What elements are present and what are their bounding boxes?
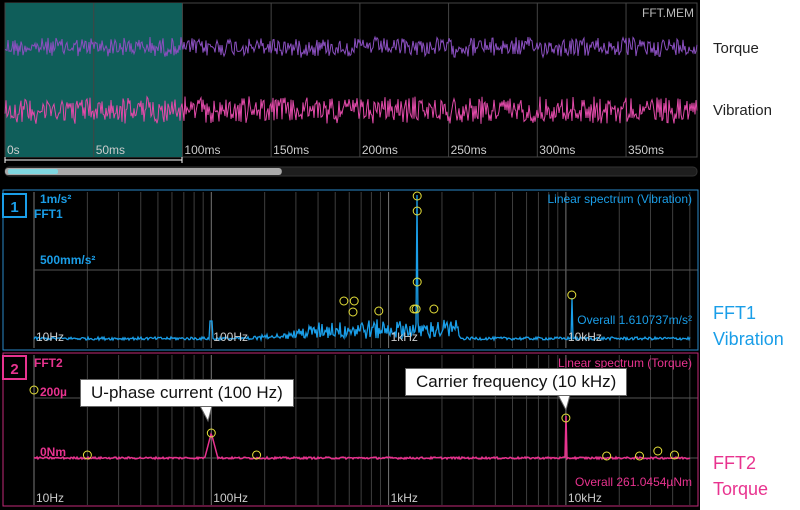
fft2-panel[interactable]: [2, 352, 699, 507]
peak-marker[interactable]: [374, 306, 384, 316]
time-tick-label: 150ms: [273, 143, 309, 157]
peak-marker[interactable]: [82, 450, 92, 460]
u-phase-callout-pointer: [199, 405, 213, 423]
peak-marker[interactable]: [670, 450, 679, 460]
fft1-side-channel: Vibration: [713, 329, 784, 349]
fft2-name: FFT2: [34, 356, 63, 370]
fft1-x-axis: 10Hz 100Hz 1kHz 10kHz: [36, 330, 602, 344]
torque-channel-label: Torque: [713, 40, 759, 57]
carrier-callout-pointer: [557, 394, 571, 412]
time-tick-label: 250ms: [451, 143, 487, 157]
scrollbar-window-indicator: [8, 169, 58, 174]
fft2-y-zero: 0Nm: [40, 445, 66, 459]
fft1-side-name: FFT1: [713, 303, 756, 323]
freq-tick-label: 10Hz: [36, 491, 64, 505]
fft1-spectrum: [33, 194, 691, 343]
peak-marker[interactable]: [348, 307, 358, 317]
peak-marker[interactable]: [602, 451, 612, 461]
time-tick-label: 200ms: [362, 143, 398, 157]
fft2-x-axis: 10Hz 100Hz 1kHz 10kHz: [36, 491, 602, 505]
peak-marker[interactable]: [567, 290, 577, 300]
peak-marker[interactable]: [429, 304, 439, 314]
peak-marker[interactable]: [206, 428, 216, 438]
waveform-grid: [4, 3, 627, 157]
fft1-mode: Linear spectrum (Vibration): [547, 192, 692, 206]
fft2-spectrum: [33, 415, 691, 461]
time-tick-label: 100ms: [184, 143, 220, 157]
fft2-side-channel: Torque: [713, 479, 769, 499]
fft1-number-badge[interactable]: [2, 193, 27, 218]
fft2-mode: Linear spectrum (Torque): [558, 356, 692, 370]
peak-marker[interactable]: [339, 296, 349, 306]
freq-tick-label: 100Hz: [213, 330, 248, 344]
freq-tick-label: 1kHz: [391, 491, 418, 505]
freq-tick-label: 100Hz: [213, 491, 248, 505]
peak-marker[interactable]: [635, 451, 644, 461]
fft2-y-top: 200µ: [40, 385, 67, 399]
fft2-peak-markers: [29, 385, 679, 461]
time-tick-label: 50ms: [96, 143, 125, 157]
fft1-overall: Overall 1.610737m/s²: [577, 313, 692, 327]
u-phase-callout: U-phase current (100 Hz): [80, 379, 294, 407]
freq-tick-label: 10kHz: [568, 491, 602, 505]
file-name: FFT.MEM: [642, 6, 694, 20]
freq-tick-label: 1kHz: [391, 330, 418, 344]
torque-waveform: [4, 35, 698, 59]
peak-marker[interactable]: [411, 304, 421, 314]
fft1-y-mid: 500mm/s²: [40, 253, 95, 267]
peak-marker[interactable]: [409, 304, 419, 314]
time-tick-label: 300ms: [539, 143, 575, 157]
fft1-panel[interactable]: [2, 189, 699, 351]
screen-canvas: FFT.MEM 0s 50ms 100ms 150ms 200ms 250ms 300ms 3…: [2, 2, 699, 507]
carrier-callout: Carrier frequency (10 kHz): [405, 368, 628, 396]
fft1-number: 1: [10, 199, 18, 216]
fft2-number: 2: [10, 361, 18, 378]
peak-marker[interactable]: [412, 191, 422, 201]
freq-tick-label: 10Hz: [36, 330, 64, 344]
vibration-channel-label: Vibration: [713, 102, 772, 119]
peak-marker[interactable]: [653, 446, 663, 456]
fft2-number-badge[interactable]: [2, 355, 27, 380]
oscilloscope-screen: FFT.MEM 0s 50ms 100ms 150ms 200ms 250ms 300ms 3…: [0, 0, 700, 510]
peak-marker[interactable]: [252, 450, 262, 460]
time-axis: 0s 50ms 100ms 150ms 200ms 250ms 300ms 350ms: [7, 143, 664, 157]
fft2-side-name: FFT2: [713, 453, 756, 473]
vibration-waveform: [4, 95, 698, 124]
time-tick-label: 0s: [7, 143, 20, 157]
peak-marker[interactable]: [412, 206, 422, 216]
fft1-grid: [33, 192, 698, 348]
fft1-name: FFT1: [34, 207, 63, 221]
fft2-side-label: FFT2 Torque: [713, 450, 768, 502]
fft1-peak-markers: [339, 191, 577, 317]
fft2-overall: Overall 261.0454µNm: [575, 475, 692, 489]
peak-marker[interactable]: [349, 296, 359, 306]
fft1-y-top: 1m/s²: [40, 192, 71, 206]
peak-marker[interactable]: [561, 413, 571, 423]
fft1-side-label: FFT1 Vibration: [713, 300, 784, 352]
time-tick-label: 350ms: [628, 143, 664, 157]
peak-marker[interactable]: [412, 277, 422, 287]
peak-marker[interactable]: [29, 385, 39, 395]
freq-tick-label: 10kHz: [568, 330, 602, 344]
scrollbar-thumb[interactable]: [5, 168, 282, 175]
